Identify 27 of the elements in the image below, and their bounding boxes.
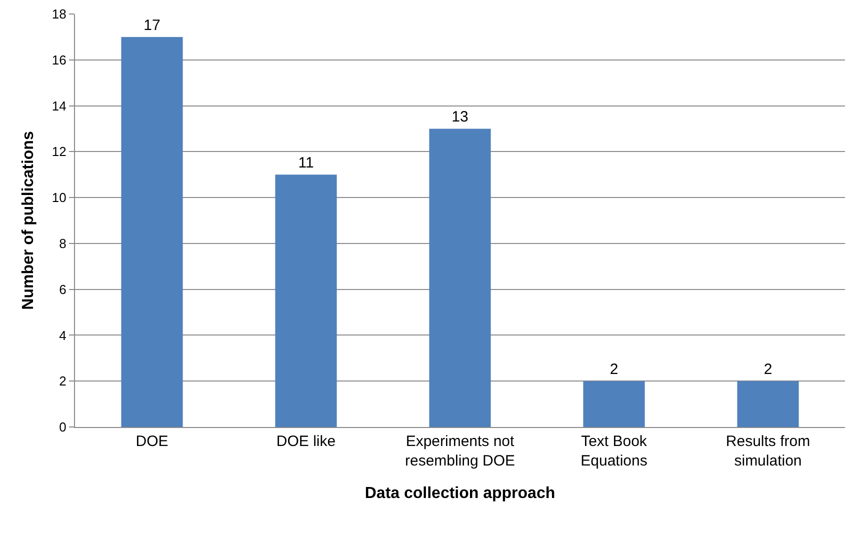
x-axis-title: Data collection approach — [364, 485, 556, 502]
bar — [737, 381, 799, 427]
y-tick-label: 2 — [59, 374, 66, 389]
data-label: 11 — [298, 154, 314, 172]
data-label: 2 — [610, 361, 618, 378]
x-tick-label: Results from simulation — [726, 433, 810, 470]
y-tick-label: 8 — [59, 236, 66, 251]
bar — [121, 36, 183, 427]
y-tick-label: 0 — [59, 420, 66, 435]
x-tick-label: DOE — [136, 433, 168, 450]
bar — [429, 128, 491, 427]
x-tick-label: Text Book Equations — [580, 433, 648, 470]
y-tick-label: 10 — [52, 190, 66, 206]
bar — [583, 381, 645, 427]
data-label: 2 — [764, 361, 772, 378]
y-tick-label: 12 — [52, 144, 66, 160]
x-tick-label: Experiments not resembling DOE — [404, 433, 516, 470]
y-tick-label: 4 — [59, 328, 66, 343]
bar — [275, 174, 337, 427]
y-tick-label: 16 — [52, 52, 66, 68]
y-tick-label: 14 — [52, 98, 66, 114]
data-label: 17 — [144, 16, 160, 34]
y-tick-label: 18 — [52, 6, 66, 22]
x-tick-label: DOE like — [276, 433, 336, 450]
y-tick-label: 6 — [59, 282, 66, 297]
y-axis-title: Number of publications — [20, 131, 37, 310]
data-label: 13 — [452, 108, 468, 126]
